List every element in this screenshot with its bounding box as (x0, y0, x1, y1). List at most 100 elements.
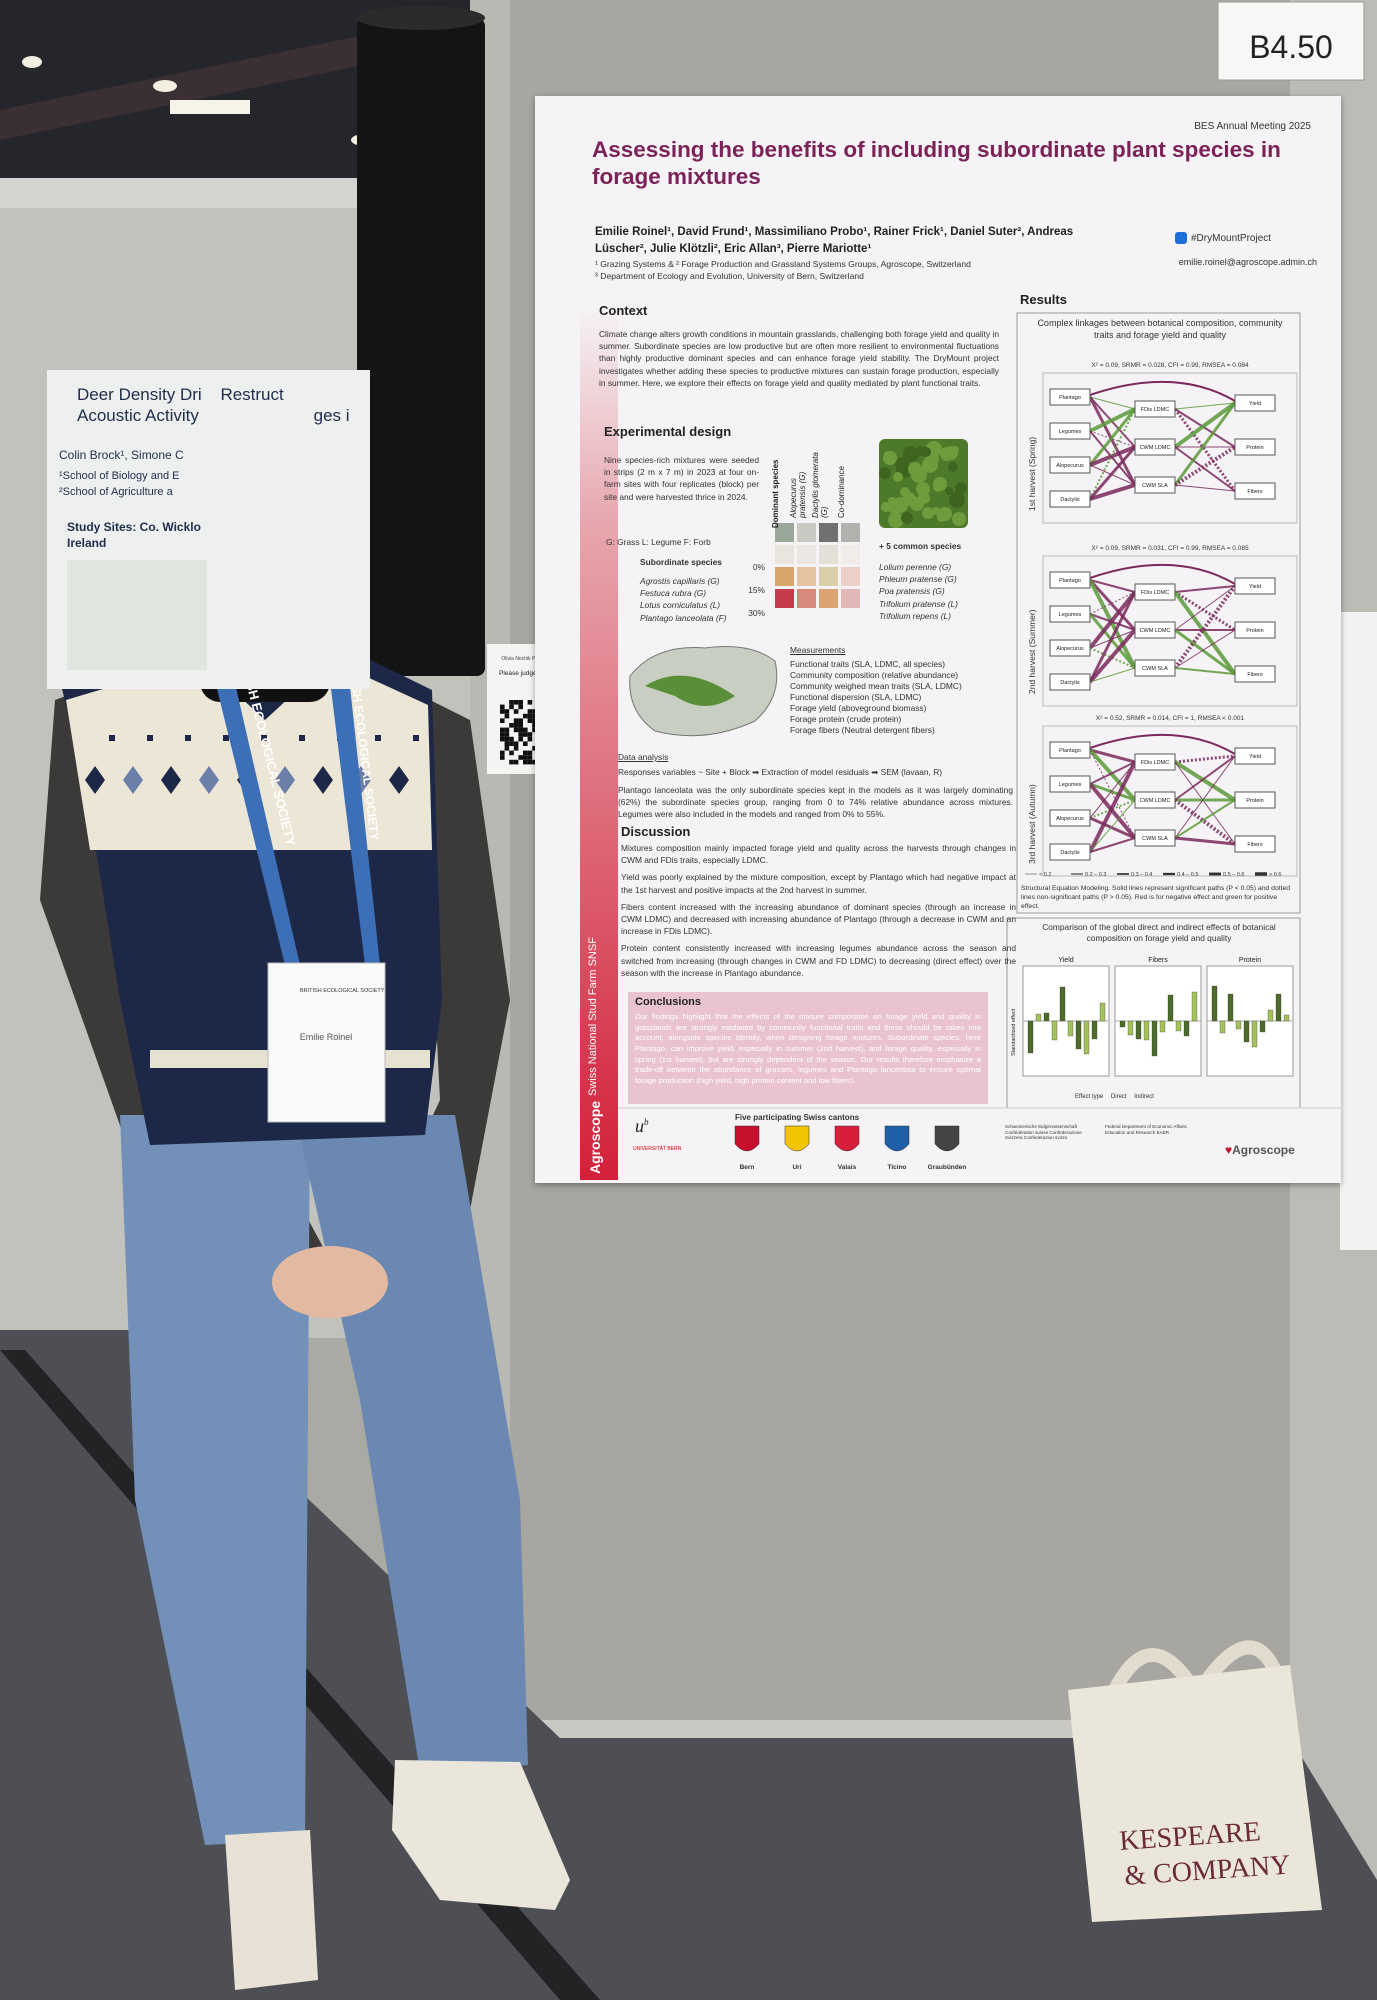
qr-cell (509, 741, 514, 746)
discussion-paragraph: Mixtures composition mainly impacted for… (621, 843, 1016, 866)
title-part: Restruct (220, 385, 284, 404)
qr-cell (532, 718, 537, 723)
qr-cell (500, 727, 505, 733)
grid-square (797, 545, 816, 564)
sem-path (1173, 408, 1237, 492)
sem-path (1174, 408, 1236, 448)
qr-cell (527, 736, 533, 742)
sem-node-label: Dactylis (1060, 850, 1080, 856)
sem-path (1174, 755, 1236, 839)
qr-cell (527, 755, 533, 760)
sem-node (1049, 422, 1091, 440)
canton-name: Ticino (887, 1164, 907, 1171)
carpet (0, 1330, 1377, 2000)
vest-diamond (161, 766, 181, 794)
sem-path (1089, 483, 1136, 501)
sem-path (1174, 754, 1236, 764)
sem-path (1088, 579, 1137, 669)
sem-node (1049, 673, 1091, 691)
leaf (922, 507, 934, 519)
measurement: Forage yield (aboveground biomass) (790, 702, 927, 713)
section-heading: Context (599, 303, 648, 318)
leaf (895, 457, 909, 471)
sem-path (1088, 396, 1137, 486)
left-poster-affil: ²School of Agriculture a (59, 486, 173, 498)
jeans-left (120, 1115, 310, 1845)
subordinate-species: Agrostis capillaris (G) (640, 576, 720, 586)
sem-path (1089, 563, 1236, 585)
sem-path (1088, 613, 1137, 669)
effect-bar (1119, 1020, 1126, 1028)
meeting: BES Annual Meeting 2025 (1194, 121, 1311, 132)
effect-bar (1219, 1020, 1226, 1034)
qr-cell (527, 709, 533, 714)
crest (784, 1125, 810, 1152)
qr-cell (532, 759, 537, 765)
sem-path (1173, 401, 1237, 449)
qr-cell (518, 723, 523, 728)
effect-bar (1083, 1020, 1090, 1055)
effect-bar (1227, 993, 1234, 1022)
grid-square (819, 567, 838, 586)
leaf (903, 446, 919, 462)
leaf (938, 507, 952, 521)
vest-dot (109, 735, 115, 741)
qr-cell (523, 750, 528, 756)
sem-node-label: Dactylis (1060, 497, 1080, 503)
grid-square (819, 545, 838, 564)
qr-cell (523, 732, 528, 737)
conclusions-text: Our findings highlight that the effects … (635, 1012, 981, 1085)
sem-path (1174, 585, 1236, 593)
hashtag-text: #DryMountProject (1191, 233, 1272, 244)
legend-entry: Indirect (1134, 1094, 1154, 1100)
leaf (901, 512, 913, 524)
measurement: Community weighed mean traits (SLA, LDMC… (790, 680, 962, 691)
qr-cell (504, 741, 510, 746)
sem-path (1088, 591, 1137, 683)
leaf (945, 487, 953, 495)
sem-fit: X² = 0.52, SRMR = 0.014, CFI = 1, RMSEA … (1096, 715, 1245, 722)
sem-path (1089, 380, 1236, 402)
sem-node (1134, 476, 1176, 494)
sem-path (1089, 761, 1136, 785)
canton-crests (734, 1125, 960, 1152)
context-text: Climate change alters growth conditions … (599, 329, 999, 388)
vest-dot (147, 735, 153, 741)
common-species: Phleum pratense (G) (879, 574, 957, 585)
leaf (922, 457, 938, 473)
qr-cell (523, 759, 528, 765)
sem-path (1089, 749, 1136, 839)
badge-org: BRITISH ECOLOGICAL SOCIETY (300, 988, 385, 994)
qr-cell (518, 755, 523, 760)
vest-diamond (275, 766, 295, 794)
grid-square (841, 589, 860, 608)
conclusions-heading: Conclusions (635, 996, 702, 1008)
crest (934, 1125, 960, 1152)
leaf (940, 447, 954, 461)
vest-dot (375, 735, 381, 741)
vest-dot (413, 735, 419, 741)
qr-cell (513, 723, 519, 728)
qr-cell (518, 727, 523, 733)
confederation: Schweizerische Eidgenossenschaft Confédé… (1005, 1124, 1082, 1141)
sem-node-label: FDis LDMC (1141, 407, 1169, 413)
leaf (893, 472, 903, 482)
sem-path (1088, 590, 1137, 650)
map-grassland (645, 675, 735, 706)
effect-bar (1283, 1014, 1290, 1022)
sem-node-label: Fibers (1247, 672, 1263, 678)
sem-node (1234, 835, 1276, 853)
grid-square (775, 567, 794, 586)
sem-node (1049, 456, 1091, 474)
qr-cell (523, 713, 528, 719)
qr-cell (509, 704, 514, 710)
ceiling-light (153, 80, 177, 92)
common-list: Lolium perenne (G) Phleum pratense (G) Poa… (879, 561, 958, 622)
sem-node (1234, 747, 1276, 765)
qr-cell (509, 759, 514, 765)
panel-title: Protein (1239, 957, 1261, 964)
qr-cell (513, 741, 519, 746)
legend-label: 0.2 – 0.3 (1085, 872, 1106, 878)
sem-node-label: Plantago (1059, 748, 1081, 754)
poster-title: Assessing the benefits of including subo… (592, 137, 1281, 189)
